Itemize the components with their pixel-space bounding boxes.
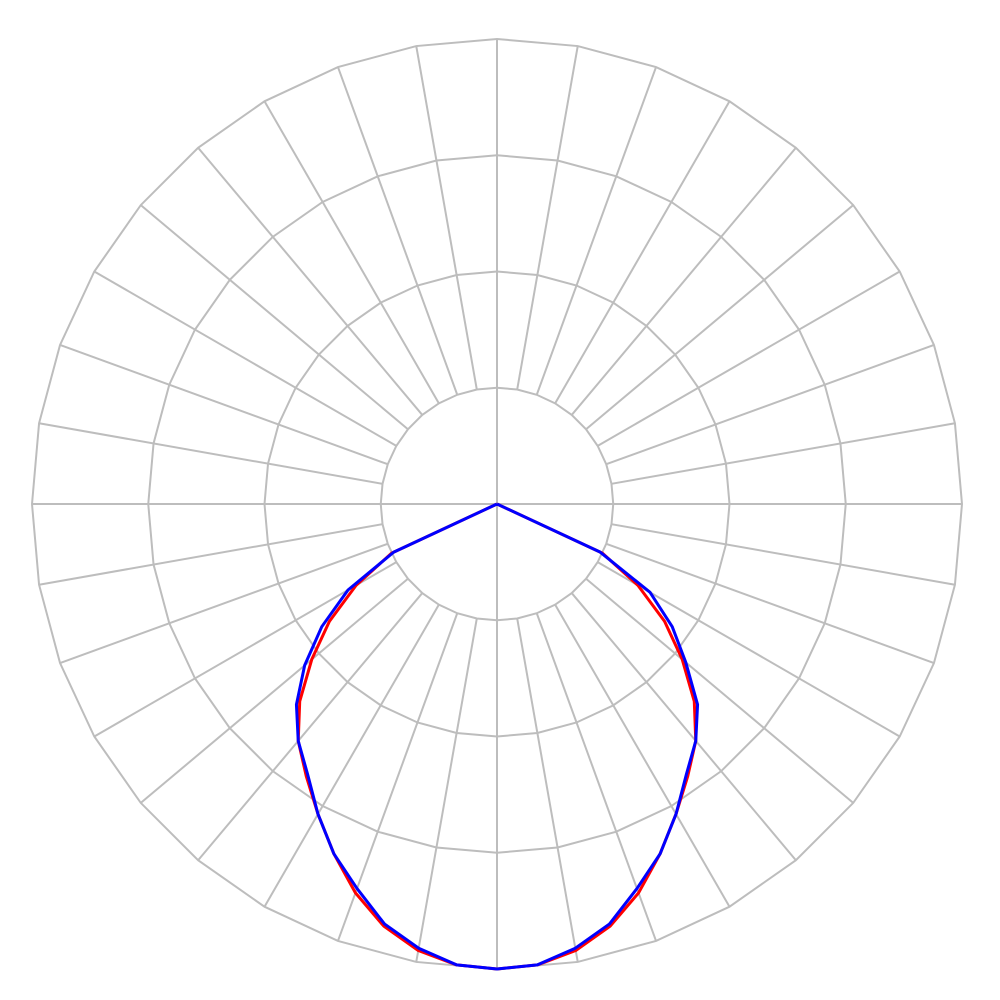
grid-spoke — [516, 45, 579, 390]
grid-spoke — [415, 618, 478, 963]
grid-spoke — [59, 344, 389, 466]
grid-spoke — [554, 100, 731, 404]
grid-spoke — [611, 523, 956, 586]
grid-spoke — [605, 344, 935, 466]
grid-spoke — [535, 66, 657, 396]
grid-spoke — [597, 270, 901, 447]
grid-spoke — [585, 577, 854, 804]
grid-spoke — [554, 604, 731, 908]
grid-spoke — [611, 422, 956, 485]
series-line — [294, 502, 700, 971]
grid-spoke — [197, 592, 424, 861]
grid-spoke — [140, 204, 409, 431]
grid-spoke — [263, 100, 440, 404]
grid-spoke — [605, 542, 935, 664]
grid-spoke — [263, 604, 440, 908]
grid-spoke — [570, 147, 797, 416]
grid-spoke — [570, 592, 797, 861]
grid-spoke — [516, 618, 579, 963]
grid-spoke — [585, 204, 854, 431]
grid-spoke — [38, 523, 383, 586]
grid-spoke — [337, 612, 459, 942]
grid-spoke — [59, 542, 389, 664]
grid-spoke — [93, 270, 397, 447]
grid-spoke — [337, 66, 459, 396]
grid-spoke — [140, 577, 409, 804]
grid-spoke — [535, 612, 657, 942]
grid-spoke — [415, 45, 478, 390]
grid-spoke — [197, 147, 424, 416]
grid-spoke — [38, 422, 383, 485]
